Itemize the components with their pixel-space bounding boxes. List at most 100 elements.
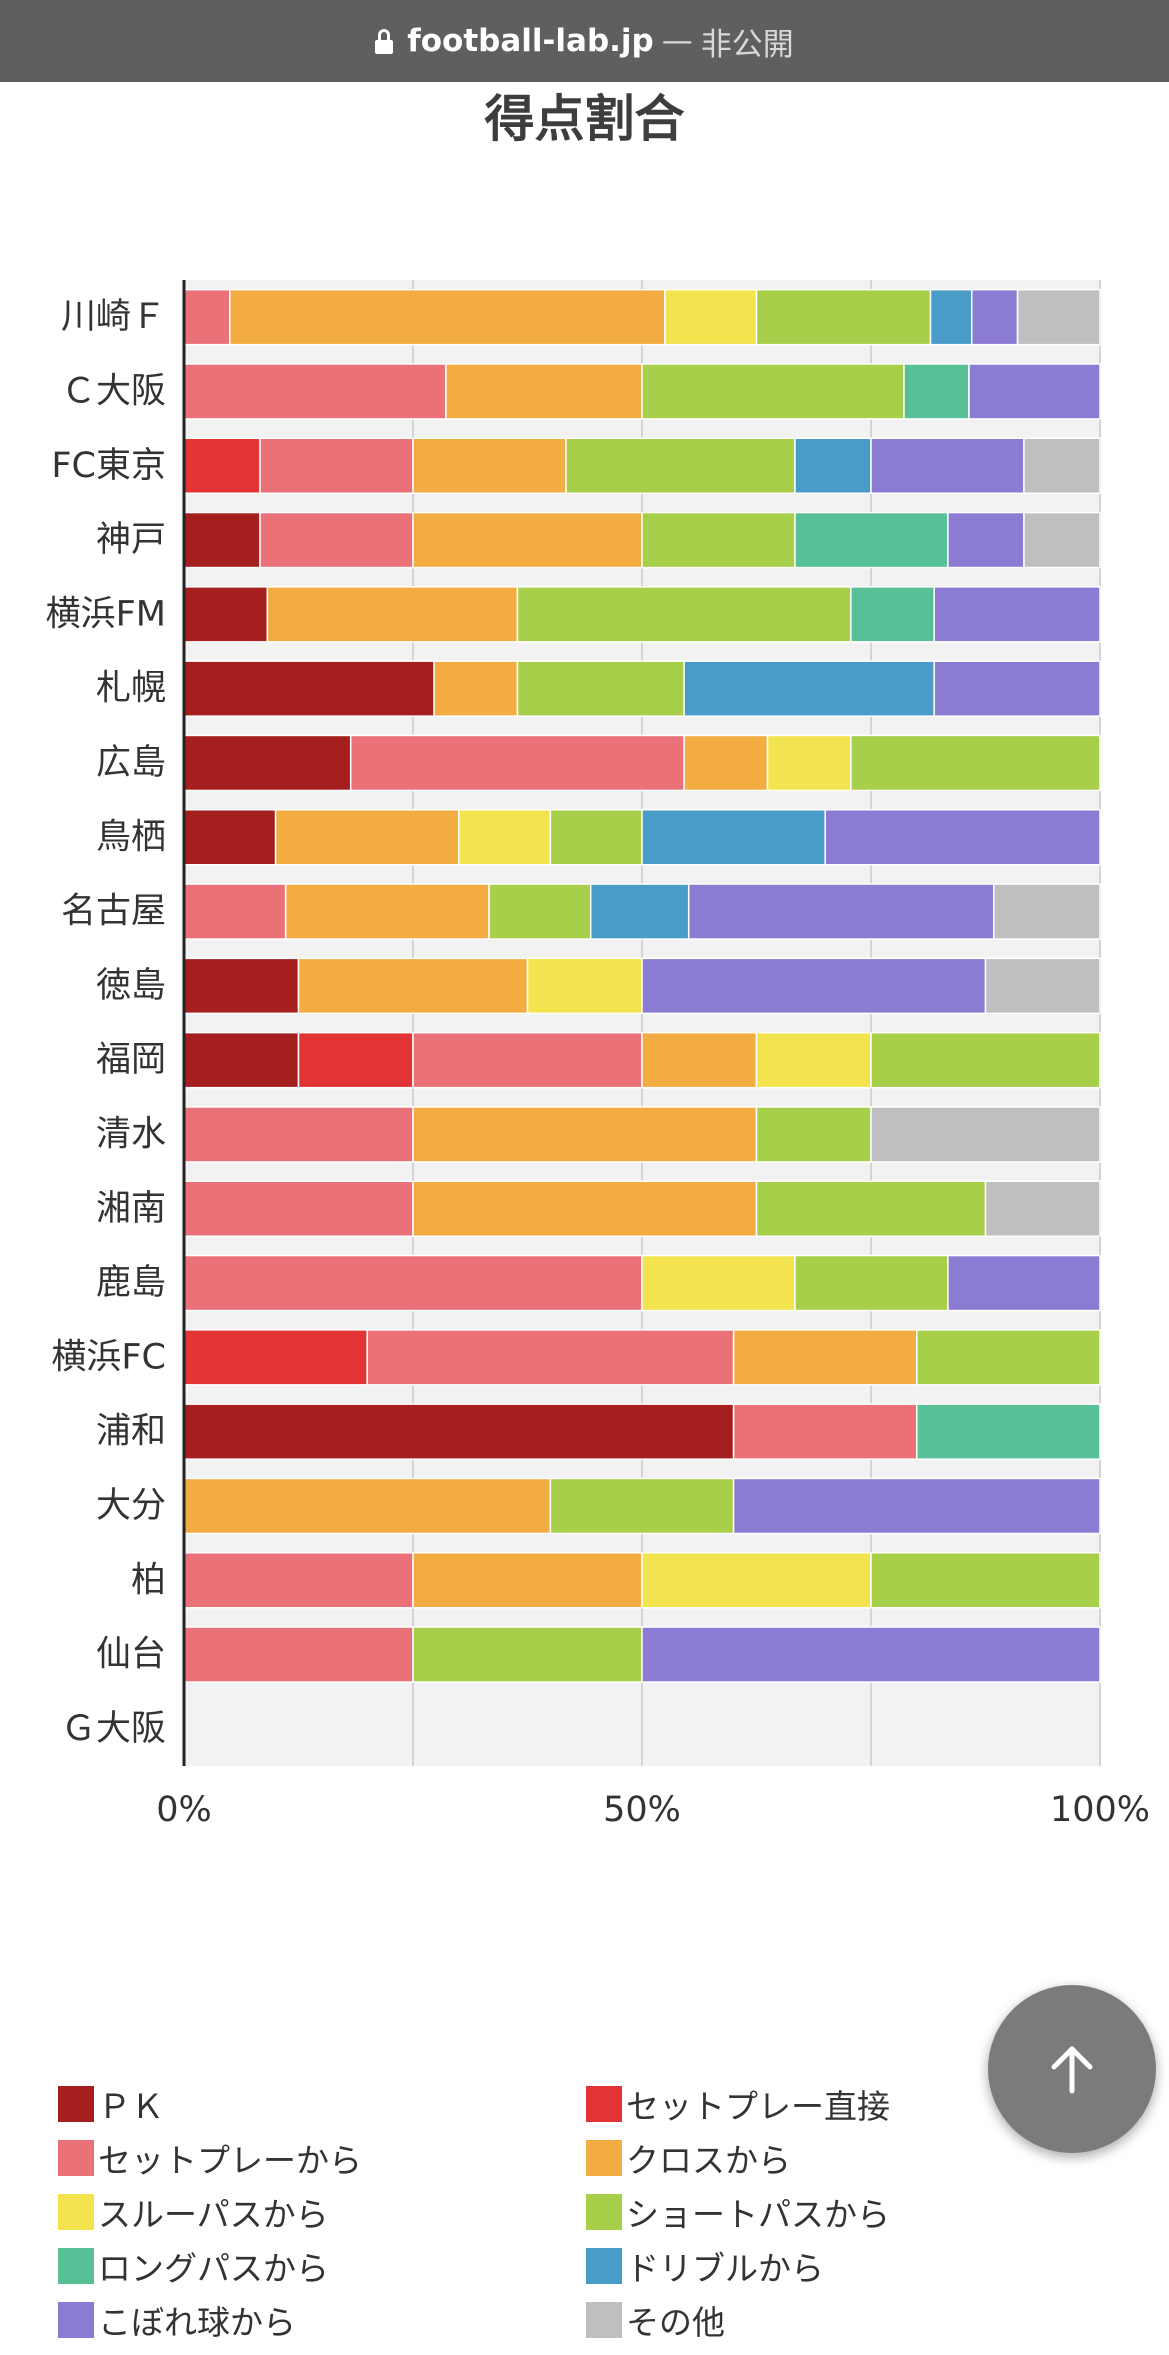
bar-segment	[683, 734, 769, 792]
bar-segment	[992, 883, 1101, 940]
bar-segment	[755, 1106, 872, 1163]
legend-swatch	[58, 2302, 94, 2338]
bar-segment	[641, 1626, 1101, 1683]
bar-segment	[183, 1403, 735, 1460]
category-label: 神戸	[96, 520, 166, 560]
legend-item: その他	[586, 2296, 725, 2344]
bar-segment	[412, 1552, 643, 1609]
bar-segment	[183, 660, 435, 717]
legend-swatch	[586, 2194, 622, 2230]
legend-label: こぼれ球から	[98, 2303, 296, 2342]
category-label: 福岡	[96, 1040, 166, 1080]
lock-icon	[375, 29, 394, 55]
bar-segment	[183, 511, 261, 569]
category-label: 浦和	[96, 1412, 166, 1452]
legend-item: ＰＫ	[58, 2080, 164, 2128]
bar-segment	[794, 437, 872, 494]
bar-segment	[641, 1031, 758, 1089]
category-label: 鹿島	[96, 1263, 166, 1303]
bar-segment	[297, 957, 529, 1015]
bar-segment	[183, 809, 277, 866]
legend-item: こぼれ球から	[58, 2296, 296, 2344]
bar-segment	[971, 288, 1019, 346]
bar-segment	[183, 1106, 414, 1163]
bar-segment	[183, 883, 287, 940]
bar-segment	[641, 1552, 872, 1609]
bar-segment	[183, 1626, 414, 1683]
browser-address-bar[interactable]: football-lab.jp — 非公開	[0, 0, 1169, 82]
bar-segment	[259, 511, 414, 569]
bar-segment	[458, 809, 552, 866]
bar-segment	[641, 1254, 796, 1312]
bar-segment	[794, 1254, 949, 1312]
bar-segment	[549, 809, 643, 866]
legend-label: セットプレーから	[98, 2141, 362, 2180]
bar-segment	[488, 883, 592, 940]
category-label: 横浜FC	[51, 1337, 166, 1377]
legend-item: ロングパスから	[58, 2242, 329, 2290]
bar-segment	[589, 883, 690, 940]
x-tick-label: 0%	[156, 1790, 212, 1830]
scroll-to-top-button[interactable]	[988, 1985, 1156, 2153]
bar-segment	[183, 1329, 368, 1386]
bar-segment	[984, 957, 1101, 1015]
bar-segment	[183, 1477, 552, 1535]
bar-segment	[412, 1180, 758, 1237]
bar-segment	[933, 660, 1101, 717]
bar-segment	[183, 1254, 643, 1312]
bar-segment	[641, 511, 796, 569]
category-label: 札幌	[96, 669, 166, 709]
legend-item: ショートパスから	[586, 2188, 890, 2236]
legend-swatch	[586, 2302, 622, 2338]
bar-segment	[929, 288, 973, 346]
bar-segment	[183, 288, 231, 346]
bar-segment	[916, 1329, 1101, 1386]
bar-segment	[1023, 437, 1101, 494]
legend-item: スルーパスから	[58, 2188, 329, 2236]
bar-segment	[1016, 288, 1101, 346]
url-separator: —	[661, 23, 693, 59]
bar-segment	[266, 586, 519, 643]
category-label: 柏	[131, 1560, 166, 1600]
legend-swatch	[58, 2248, 94, 2284]
bar-segment	[229, 288, 666, 346]
bar-segment	[183, 734, 352, 792]
bar-segment	[933, 586, 1101, 643]
legend-label: その他	[626, 2303, 725, 2342]
category-label: 大分	[96, 1486, 166, 1526]
bar-segment	[968, 363, 1101, 420]
bar-segment	[984, 1180, 1101, 1237]
category-label: 鳥栖	[96, 817, 166, 857]
bar-segment	[850, 734, 1101, 792]
bar-segment	[183, 957, 300, 1015]
bar-segment	[412, 1626, 643, 1683]
bar-segment	[366, 1329, 735, 1386]
bar-segment	[183, 437, 261, 494]
legend-label: ドリブルから	[626, 2249, 824, 2288]
bar-segment	[870, 1552, 1101, 1609]
legend-swatch	[586, 2140, 622, 2176]
legend-label: セットプレー直接	[626, 2087, 890, 2126]
privacy-status: 非公開	[700, 26, 794, 63]
legend-label: ＰＫ	[98, 2087, 164, 2126]
category-label: 名古屋	[61, 892, 166, 932]
x-tick-label: 100%	[1050, 1790, 1150, 1830]
x-tick-label: 50%	[603, 1790, 681, 1830]
bar-segment	[526, 957, 643, 1015]
bar-segment	[850, 586, 935, 643]
category-label: 横浜FM	[46, 594, 166, 634]
bar-segment	[284, 883, 490, 940]
bar-segment	[183, 363, 447, 420]
bar-segment	[755, 1180, 987, 1237]
bar-segment	[641, 809, 826, 866]
bar-segment	[947, 1254, 1101, 1312]
bar-segment	[766, 734, 852, 792]
bar-segment	[732, 1329, 918, 1386]
bar-segment	[641, 363, 905, 420]
bar-segment	[903, 363, 970, 420]
bar-segment	[412, 511, 643, 569]
bar-segment	[824, 809, 1101, 866]
bar-segment	[870, 1106, 1101, 1163]
category-label: 湘南	[96, 1189, 166, 1229]
category-label: 川崎Ｆ	[61, 297, 166, 337]
